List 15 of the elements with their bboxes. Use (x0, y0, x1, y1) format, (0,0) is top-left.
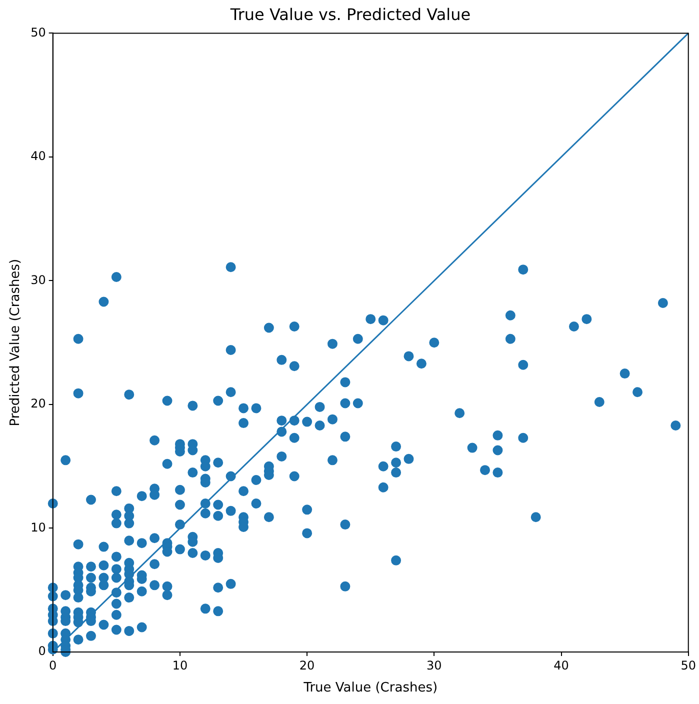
x-tick-label: 0 (49, 658, 57, 672)
x-tick-label: 10 (172, 658, 188, 672)
y-tick-label: 40 (30, 149, 46, 164)
x-tick-label: 20 (299, 658, 315, 672)
y-tick-label: 30 (30, 272, 46, 287)
y-axis-title: Predicted Value (Crashes) (8, 258, 24, 426)
x-tick-label: 40 (554, 658, 569, 672)
x-axis-title: True Value (Crashes) (302, 680, 438, 696)
y-tick-label: 10 (30, 520, 46, 534)
x-tick-label: 30 (426, 658, 442, 672)
x-tick-label: 50 (680, 658, 696, 672)
y-tick-label: 0 (38, 644, 46, 658)
y-tick-label: 50 (30, 25, 46, 40)
y-tick-label: 20 (30, 396, 46, 411)
chart-title: True Value vs. Predicted Value (229, 4, 471, 24)
